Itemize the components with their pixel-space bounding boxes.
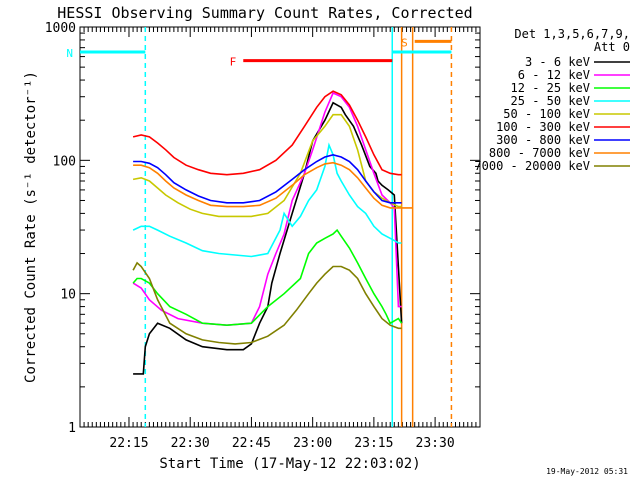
series-line-3 — [132, 142, 402, 258]
x-tick-label: 22:30 — [171, 436, 210, 451]
x-tick-label: 22:15 — [109, 436, 148, 451]
legend-header-det: Det 1,3,5,6,7,9, — [514, 27, 630, 41]
x-axis-label: Start Time (17-May-12 22:03:02) — [159, 456, 420, 472]
legend-label: 12 - 25 keV — [511, 81, 590, 95]
x-tick-label: 22:45 — [232, 436, 271, 451]
x-tick-label: 23:00 — [293, 436, 332, 451]
legend-label: 7000 - 20000 keV — [474, 159, 590, 173]
y-tick-label: 1000 — [45, 21, 76, 36]
series-line-1 — [132, 91, 402, 327]
y-tick-label: 10 — [60, 288, 76, 303]
chart-title: HESSI Observing Summary Count Rates, Cor… — [57, 4, 472, 22]
footer-timestamp: 19-May-2012 05:31 — [546, 467, 628, 476]
legend-label: 800 - 7000 keV — [489, 146, 590, 160]
y-tick-label: 100 — [53, 154, 76, 169]
flag-label: S — [401, 36, 408, 49]
y-tick-label: 1 — [68, 421, 76, 436]
legend-label: 50 - 100 keV — [503, 107, 590, 121]
legend-label: 6 - 12 keV — [518, 68, 590, 82]
series-line-2 — [132, 228, 403, 327]
series-line-6 — [133, 153, 402, 204]
flag-label: N — [66, 47, 73, 60]
series-line-8 — [132, 261, 402, 345]
legend-label: 100 - 300 keV — [496, 120, 590, 134]
legend-label: 3 - 6 keV — [525, 55, 590, 69]
legend-label: 300 - 800 keV — [496, 133, 590, 147]
y-axis-label: Corrected Count Rate (s⁻¹ detector⁻¹) — [23, 71, 39, 383]
legend-label: 25 - 50 keV — [511, 94, 590, 108]
series-line-7 — [133, 161, 413, 209]
x-tick-label: 23:30 — [416, 436, 455, 451]
series-line-5 — [132, 90, 402, 176]
series-line-0 — [133, 101, 403, 375]
legend-header-att: Att 0 — [594, 40, 630, 54]
x-tick-label: 23:15 — [354, 436, 393, 451]
flag-label: F — [230, 56, 237, 69]
